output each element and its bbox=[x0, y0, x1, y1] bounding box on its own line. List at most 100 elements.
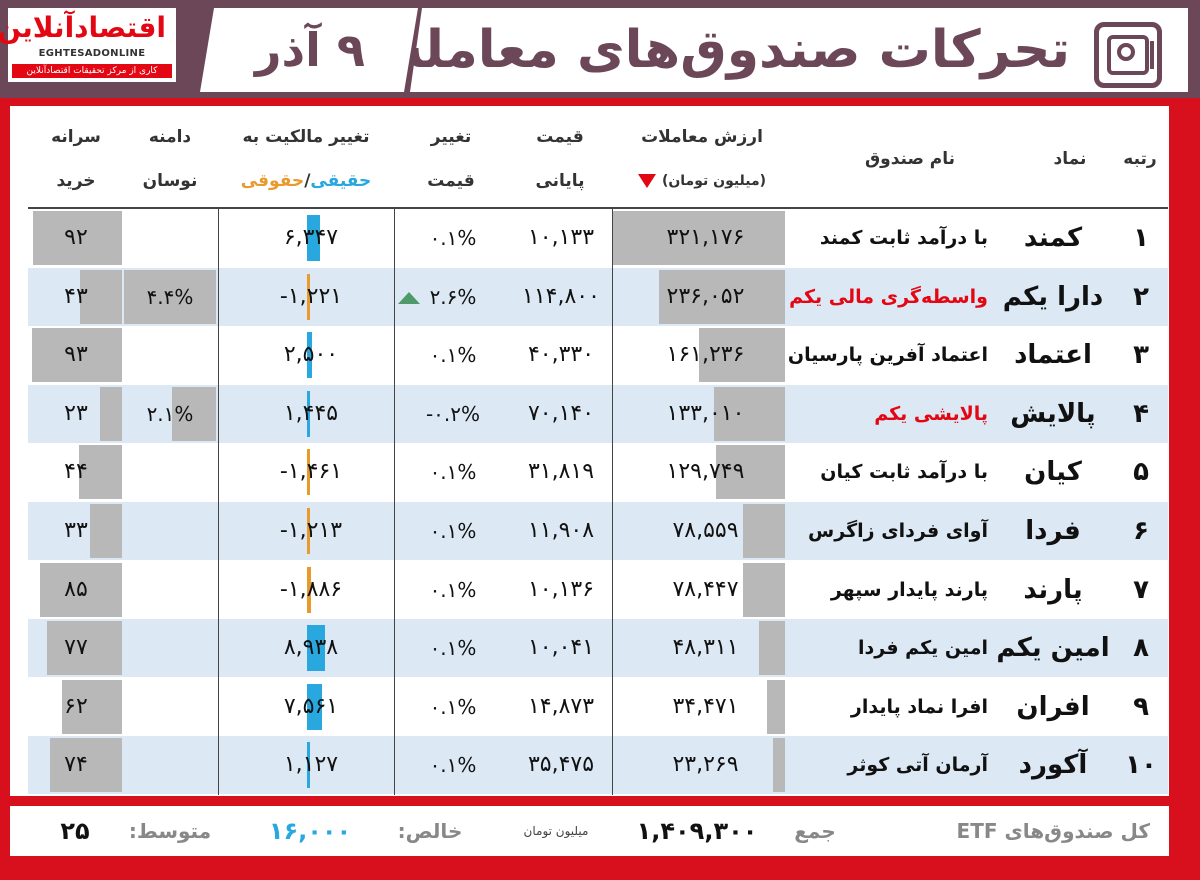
rank-cell: ۶ bbox=[1133, 516, 1149, 546]
fund-name-cell: واسطه‌گری مالی یکم bbox=[789, 285, 988, 308]
symbol-cell: کمند bbox=[1023, 223, 1083, 253]
rank-cell: ۵ bbox=[1133, 457, 1149, 488]
range-cell bbox=[124, 678, 216, 736]
table-row: ۶ فردا آوای فردای زاگرس ۷۸,۵۵۹ ۱۱,۹۰۸ ۰.۱% -۱,… bbox=[28, 502, 1168, 560]
ownership-cell: ۸,۹۳۸ bbox=[283, 635, 339, 661]
table-row: ۹ افران افرا نماد پایدار ۳۴,۴۷۱ ۱۴,۸۷۳ ۰.۱% ۷,… bbox=[28, 678, 1168, 736]
page-title: تحرکات صندوق‌های معامله‌پذیر bbox=[291, 20, 1070, 80]
ownership-bar bbox=[307, 508, 310, 554]
col-header-change: تغییر bbox=[430, 127, 472, 147]
ownership-cell: ۲,۵۰۰ bbox=[283, 342, 339, 368]
fund-name-cell: افرا نماد پایدار bbox=[850, 695, 988, 718]
value-bar bbox=[699, 328, 785, 383]
col-header-name: نام صندوق bbox=[864, 149, 956, 169]
ownership-cell: -۱,۴۶۱ bbox=[279, 459, 343, 485]
ownership-bar bbox=[307, 273, 310, 320]
percap-bar bbox=[79, 445, 122, 500]
rank-cell: ۷ bbox=[1133, 574, 1149, 605]
col-header-range: دامنه bbox=[148, 127, 192, 147]
percap-bar bbox=[47, 621, 122, 676]
range-cell bbox=[124, 502, 216, 560]
table-area bbox=[10, 106, 1169, 796]
ownership-cell: ۶,۳۴۷ bbox=[283, 225, 339, 250]
percap-cell: ۳۳ bbox=[64, 518, 88, 543]
footer-avg-label: متوسط: bbox=[128, 819, 212, 843]
logo-text-fa: اقتصادآنلاین bbox=[0, 11, 166, 44]
range-bar bbox=[124, 269, 216, 324]
table-row: ۷ پارند پارند پایدار سپهر ۷۸,۴۴۷ ۱۰,۱۳۶ ۰.۱% -… bbox=[28, 561, 1168, 619]
value-bar bbox=[767, 679, 785, 734]
percap-cell: ۴۳ bbox=[64, 283, 88, 309]
col-header-symbol: نماد bbox=[1053, 149, 1087, 169]
change-cell: ۲.۶% bbox=[429, 284, 477, 309]
price-up-icon bbox=[398, 291, 420, 304]
fund-name-cell: با درآمد ثابت کیان bbox=[820, 461, 988, 484]
column-divider bbox=[612, 207, 613, 795]
symbol-cell: آکورد bbox=[1018, 750, 1088, 781]
range-cell bbox=[124, 736, 216, 794]
value-cell: ۴۸,۳۱۱ bbox=[672, 635, 739, 661]
footer-sum-value: ۱,۴۰۹,۳۰۰ bbox=[636, 817, 758, 845]
range-cell bbox=[124, 326, 216, 384]
value-cell: ۱۲۹,۷۴۹ bbox=[666, 459, 745, 485]
fund-name-cell: آرمان آتی کوثر bbox=[847, 754, 988, 777]
percap-cell: ۴۴ bbox=[64, 459, 88, 485]
percap-cell: ۶۲ bbox=[64, 693, 88, 719]
value-bar bbox=[659, 269, 785, 324]
ownership-cell: ۱,۱۲۷ bbox=[283, 752, 339, 778]
value-cell: ۱۶۱,۲۳۶ bbox=[666, 342, 745, 368]
symbol-cell: کیان bbox=[1024, 457, 1082, 488]
footer-sum-label: جمع bbox=[794, 819, 836, 843]
fund-name-cell: با درآمد ثابت کمند bbox=[819, 227, 988, 249]
value-bar bbox=[613, 211, 785, 265]
ownership-bar bbox=[307, 449, 310, 496]
change-cell: ۰.۱% bbox=[429, 577, 477, 602]
percap-cell: ۹۳ bbox=[64, 342, 88, 368]
change-cell: ۰.۱% bbox=[429, 460, 477, 485]
logo-text-en: EGHTESADONLINE bbox=[38, 48, 146, 59]
table-row: ۵ کیان با درآمد ثابت کیان ۱۲۹,۷۴۹ ۳۱,۸۱۹ ۰.۱%… bbox=[28, 443, 1168, 501]
footer-unit: میلیون تومان bbox=[523, 824, 589, 838]
col-header-price-2: پایانی bbox=[535, 171, 585, 191]
ownership-bar bbox=[307, 215, 320, 261]
range-cell: ۲.۱% bbox=[146, 401, 194, 426]
table-row: ۱۰ آکورد آرمان آتی کوثر ۲۳,۲۶۹ ۳۵,۴۷۵ ۰.۱% ۱,۱… bbox=[28, 736, 1168, 795]
ownership-bar bbox=[307, 625, 325, 672]
value-cell: ۳۲۱,۱۷۶ bbox=[666, 225, 745, 250]
col-header-ownership-2: حقیقی/حقوقی bbox=[218, 164, 394, 200]
ownership-bar bbox=[307, 566, 311, 613]
percap-cell: ۷۴ bbox=[64, 752, 88, 778]
col-header-change-2: قیمت bbox=[427, 171, 475, 191]
footer-all-label: کل صندوق‌های ETF bbox=[956, 819, 1150, 843]
price-cell: ۱۰,۰۴۱ bbox=[527, 635, 595, 661]
price-cell: ۱۱۴,۸۰۰ bbox=[522, 283, 600, 309]
percap-bar bbox=[62, 679, 122, 734]
value-bar bbox=[773, 738, 785, 793]
ownership-bar bbox=[307, 683, 322, 730]
sort-desc-icon bbox=[637, 174, 656, 188]
value-cell: ۳۴,۴۷۱ bbox=[672, 693, 739, 719]
change-cell: ۰.۱% bbox=[429, 226, 477, 250]
fund-name-cell: اعتماد آفرین پارسیان bbox=[787, 344, 988, 367]
footer-avg-value: ۲۵ bbox=[60, 817, 90, 845]
percap-cell: ۲۳ bbox=[64, 400, 88, 426]
range-bar bbox=[172, 386, 216, 441]
value-bar bbox=[759, 621, 785, 676]
percap-bar bbox=[32, 328, 122, 383]
symbol-cell: اعتماد bbox=[1014, 340, 1092, 371]
table-row: ۳ اعتماد اعتماد آفرین پارسیان ۱۶۱,۲۳۶ ۴۰,۳۳۰… bbox=[28, 326, 1168, 384]
column-divider bbox=[394, 207, 395, 795]
fund-name-cell: پالایشی یکم bbox=[874, 402, 988, 425]
percap-bar bbox=[50, 738, 122, 793]
logo-subtitle: کاری از مرکز تحقیقات اقتصادآنلاین bbox=[12, 64, 172, 78]
safe-icon bbox=[1094, 22, 1162, 88]
ownership-bar bbox=[307, 332, 312, 379]
footer-net-label: خالص: bbox=[397, 819, 463, 843]
percap-bar bbox=[100, 386, 122, 441]
col-header-ownership: تغییر مالکیت به bbox=[242, 127, 370, 147]
range-cell bbox=[124, 619, 216, 677]
table-row: ۸ امین یکم امین یکم فردا ۴۸,۳۱۱ ۱۰,۰۴۱ ۰.۱% ۸,… bbox=[28, 619, 1168, 678]
col-header-percap: سرانه bbox=[51, 127, 101, 147]
value-cell: ۷۸,۴۴۷ bbox=[672, 576, 739, 602]
percap-cell: ۸۵ bbox=[64, 576, 88, 602]
